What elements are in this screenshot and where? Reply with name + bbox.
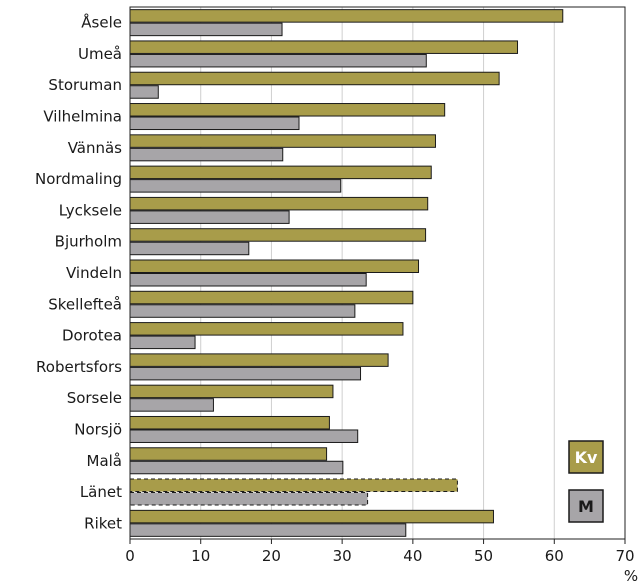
bar-kv-13 <box>129 415 330 430</box>
bar-kv-4 <box>129 134 436 148</box>
bar-kv-5 <box>129 165 432 180</box>
x-tick-label: 20 <box>262 547 281 565</box>
bar-m-15 <box>129 492 369 506</box>
x-tick-label: 40 <box>403 547 422 565</box>
bar-m-9 <box>129 304 356 318</box>
bar-kv-11 <box>129 353 389 367</box>
category-label: Dorotea <box>62 327 122 345</box>
category-label: Vilhelmina <box>43 108 122 126</box>
legend-label-m: M <box>578 497 594 516</box>
bar-kv-16 <box>129 509 494 524</box>
x-tick-label: 60 <box>545 547 564 565</box>
bar-m-1 <box>129 53 427 68</box>
bar-m-2 <box>129 85 159 99</box>
category-label: Vindeln <box>66 264 122 282</box>
bar-m-14 <box>129 460 344 475</box>
category-label: Sorsele <box>67 389 122 407</box>
x-tick-label: 0 <box>125 547 135 565</box>
x-tick-label: 70 <box>615 547 634 565</box>
bar-kv-14 <box>129 447 328 461</box>
legend-label-kv: Kv <box>575 448 598 467</box>
x-axis-ticks: 0 10 20 30 40 50 60 70 <box>125 539 635 565</box>
bar-m-11 <box>129 366 362 381</box>
bar-kv-9 <box>129 290 414 305</box>
bar-kv-2 <box>129 71 500 86</box>
bar-m-6 <box>129 210 290 224</box>
category-label: Skellefteå <box>48 295 122 313</box>
category-label: Åsele <box>81 13 122 32</box>
bar-kv-7 <box>129 228 427 242</box>
category-label: Länet <box>80 483 122 501</box>
category-label: Storuman <box>48 76 122 94</box>
legend-swatch-m <box>568 489 604 523</box>
bar-m-12 <box>129 398 214 412</box>
bar-kv-1 <box>129 40 519 54</box>
bar-kv-3 <box>129 103 446 117</box>
category-label: Norsjö <box>74 420 122 438</box>
category-labels: Åsele Umeå Storuman Vilhelmina Vännäs Nordmal… <box>35 13 122 533</box>
category-label: Vännäs <box>68 139 122 157</box>
legend-swatch-kv <box>568 440 604 474</box>
category-label: Umeå <box>78 45 122 63</box>
bar-m-4 <box>129 147 284 162</box>
bar-kv-8 <box>129 259 420 273</box>
x-tick-label: 50 <box>474 547 493 565</box>
bar-m-13 <box>129 429 359 443</box>
bar-m-10 <box>129 335 196 350</box>
bar-kv-6 <box>129 196 429 211</box>
bar-m-3 <box>129 116 300 131</box>
category-label: Riket <box>84 514 122 532</box>
category-label: Bjurholm <box>55 233 122 251</box>
bar-m-8 <box>129 273 367 287</box>
x-tick-label: 30 <box>333 547 352 565</box>
plot-frame <box>129 6 626 540</box>
category-label: Nordmaling <box>35 170 122 188</box>
x-axis-unit-label: % <box>624 567 638 585</box>
x-tick-label: 10 <box>191 547 210 565</box>
legend: Kv M <box>568 440 604 523</box>
bar-kv-0 <box>129 9 564 23</box>
category-label: Lycksele <box>59 201 122 219</box>
bar-m-7 <box>129 241 250 256</box>
category-label: Robertsfors <box>36 358 122 376</box>
bar-m-5 <box>129 179 342 193</box>
bar-m-0 <box>129 22 283 37</box>
bar-m-16 <box>129 523 407 537</box>
bar-kv-10 <box>129 322 404 336</box>
category-label: Malå <box>87 452 123 470</box>
bar-kv-12 <box>129 384 334 399</box>
bars-group <box>129 9 564 537</box>
bar-kv-15 <box>129 478 458 493</box>
